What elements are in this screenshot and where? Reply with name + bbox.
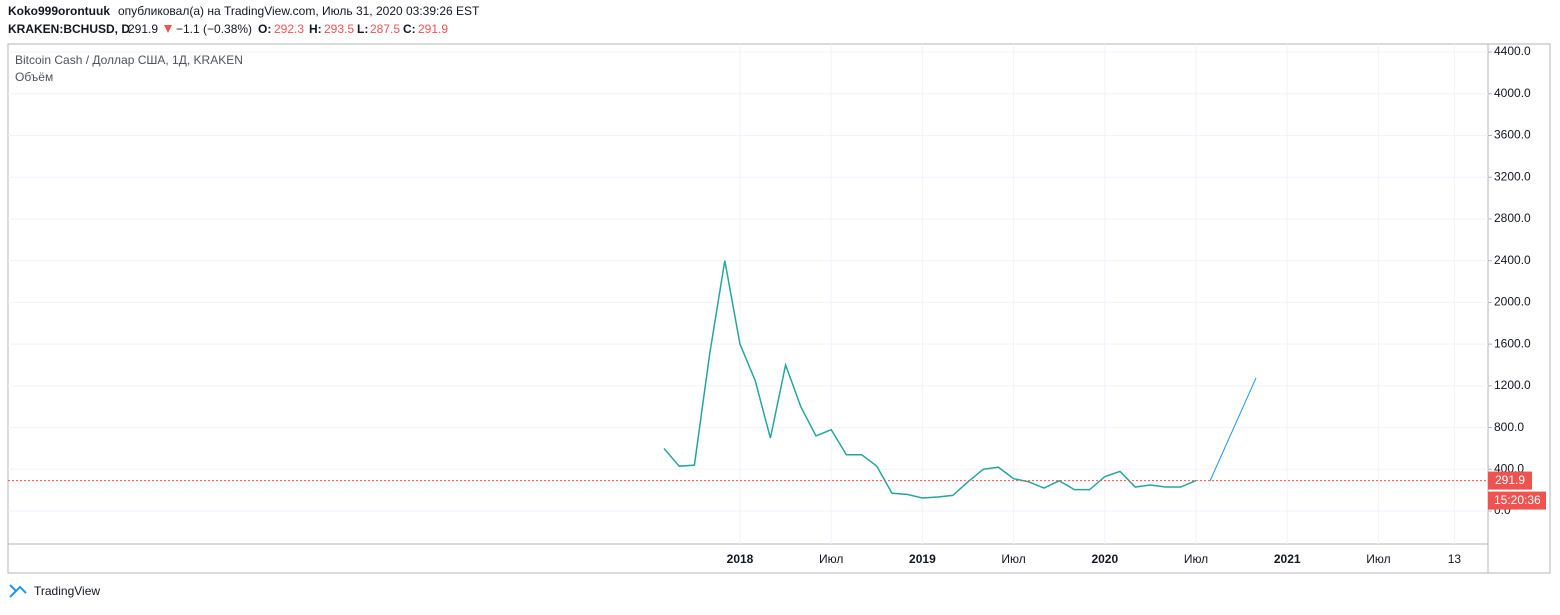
open: 292.3 bbox=[274, 22, 304, 36]
chart-title: Bitcoin Cash / Доллар США, 1Д, KRAKEN bbox=[15, 53, 243, 67]
l-label: L: bbox=[357, 22, 368, 36]
y-tick-label: 800.0 bbox=[1494, 420, 1524, 434]
low: 287.5 bbox=[370, 22, 400, 36]
y-tick-label: 4400.0 bbox=[1494, 44, 1531, 58]
last: 291.9 bbox=[128, 22, 158, 36]
down-arrow bbox=[164, 25, 172, 33]
brand[interactable]: TradingView bbox=[34, 584, 100, 598]
high: 293.5 bbox=[324, 22, 354, 36]
x-tick-label: 2020 bbox=[1091, 552, 1118, 566]
price-line bbox=[663, 260, 1197, 499]
x-tick-label: Июл bbox=[1001, 552, 1025, 566]
chart-subtitle: Объём bbox=[15, 70, 53, 84]
x-tick-label: 2018 bbox=[727, 552, 754, 566]
published: опубликовал(а) на TradingView.com, Июль … bbox=[118, 4, 480, 18]
countdown: 15:20:36 bbox=[1494, 493, 1541, 507]
y-tick-label: 3600.0 bbox=[1494, 128, 1531, 142]
logo bbox=[9, 584, 27, 598]
author[interactable]: Koko999orontuuk bbox=[8, 4, 110, 18]
last-price-label: 291.9 bbox=[1495, 473, 1525, 487]
close: 291.9 bbox=[418, 22, 448, 36]
y-tick-label: 2000.0 bbox=[1494, 295, 1531, 309]
x-tick-label: 2021 bbox=[1274, 552, 1301, 566]
change: −1.1 (−0.38%) bbox=[176, 22, 252, 36]
y-tick-label: 1600.0 bbox=[1494, 336, 1531, 350]
x-tick-label: Июл bbox=[1366, 552, 1390, 566]
trend-line[interactable] bbox=[1209, 377, 1257, 482]
y-tick-label: 1200.0 bbox=[1494, 378, 1531, 392]
c-label: C: bbox=[403, 22, 416, 36]
symbol: KRAKEN:BCHUSD, D bbox=[8, 22, 130, 36]
countdown-box bbox=[1488, 491, 1546, 510]
x-tick-label: 13 bbox=[1448, 552, 1462, 566]
y-tick-label: 2400.0 bbox=[1494, 253, 1531, 267]
last-price-box bbox=[1488, 471, 1532, 490]
x-tick-label: Июл bbox=[1184, 552, 1208, 566]
h-label: H: bbox=[309, 22, 322, 36]
y-tick-label: 2800.0 bbox=[1494, 211, 1531, 225]
x-tick-label: 2019 bbox=[909, 552, 936, 566]
o-label: O: bbox=[258, 22, 271, 36]
y-tick-label: 4000.0 bbox=[1494, 86, 1531, 100]
frame bbox=[7, 43, 1551, 574]
x-tick-label: Июл bbox=[819, 552, 843, 566]
y-tick-label: 3200.0 bbox=[1494, 169, 1531, 183]
